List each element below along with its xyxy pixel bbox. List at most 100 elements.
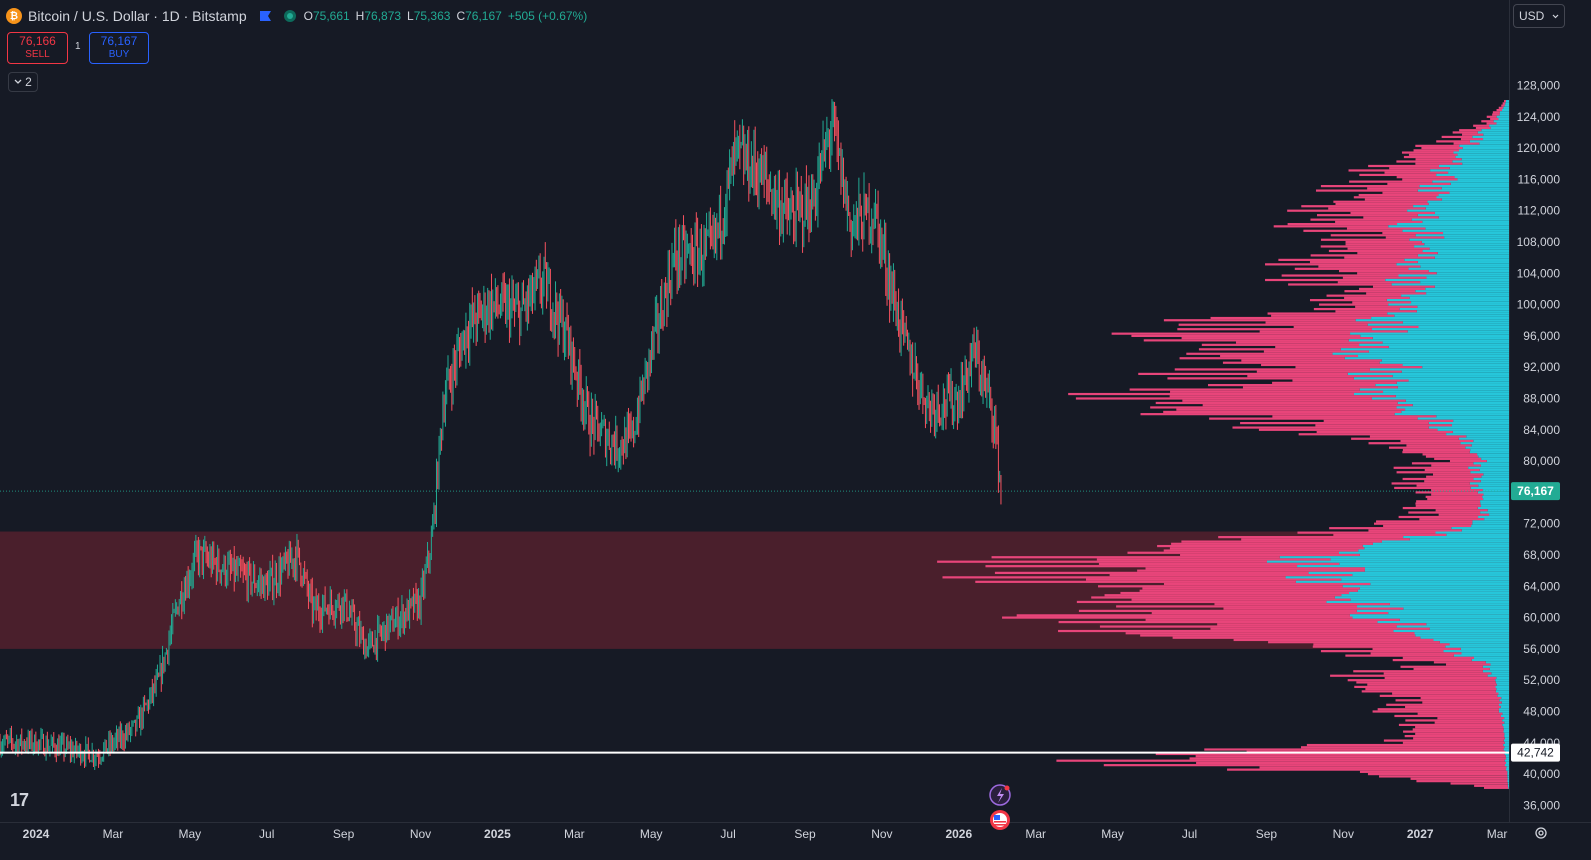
- vp-bar-up: [1428, 421, 1509, 425]
- vp-bar-down: [1403, 730, 1504, 733]
- vp-bar-up: [1503, 106, 1509, 109]
- vp-bar-down: [1367, 187, 1442, 190]
- vp-bar-down: [1145, 618, 1400, 621]
- vp-bar-down: [1373, 522, 1473, 525]
- vp-bar-down: [1367, 773, 1508, 776]
- vp-bar-down: [1419, 518, 1485, 521]
- vp-bar-up: [1502, 723, 1509, 727]
- vp-bar-up: [1422, 366, 1509, 369]
- vp-bar-down: [1433, 661, 1486, 664]
- order-quantity[interactable]: 1: [75, 41, 81, 52]
- vp-bar-up: [1507, 777, 1509, 780]
- gear-icon[interactable]: [1534, 826, 1548, 840]
- vp-bar-down: [1157, 544, 1363, 548]
- vp-bar-up: [1470, 486, 1509, 490]
- price-tick-label: 60,000: [1523, 611, 1560, 625]
- price-axis[interactable]: 128,000 124,000 120,000 116,000 112,000 108,0…: [1517, 79, 1561, 844]
- bitcoin-icon: ₿: [6, 8, 22, 24]
- vp-bar-up: [1364, 547, 1509, 550]
- vp-bar-down: [1218, 536, 1404, 539]
- symbol-title[interactable]: Bitcoin / U.S. Dollar · 1D · Bitstamp: [28, 8, 247, 24]
- vp-bar-up: [1496, 683, 1509, 686]
- vp-bar-down: [1315, 424, 1452, 427]
- vp-bar-up: [1441, 187, 1509, 190]
- vp-bar-up: [1424, 243, 1509, 246]
- vp-bar-up: [1504, 721, 1509, 724]
- time-tick-label: Nov: [1333, 827, 1354, 841]
- sell-button[interactable]: 76,166 SELL: [7, 32, 68, 64]
- vp-bar-up: [1496, 115, 1509, 118]
- vp-bar-up: [1477, 131, 1509, 134]
- vp-bar-down: [1384, 676, 1497, 680]
- us-flag-event-icon[interactable]: [990, 810, 1010, 830]
- vp-bar-up: [1469, 451, 1509, 454]
- flag-icon[interactable]: [259, 10, 272, 22]
- vp-bar-down: [1410, 777, 1508, 780]
- vp-bar-up: [1482, 665, 1509, 668]
- vp-bar-up: [1503, 730, 1509, 733]
- vp-bar-down: [1431, 493, 1484, 496]
- vp-bar-down: [1267, 312, 1388, 315]
- vp-bar-down: [1182, 399, 1406, 402]
- vp-bar-down: [1385, 236, 1445, 239]
- vp-bar-up: [1399, 618, 1509, 621]
- vp-bar-down: [1422, 453, 1478, 456]
- time-tick-label: Jul: [259, 827, 274, 841]
- vp-bar-down: [1320, 650, 1444, 653]
- vp-bar-up: [1493, 120, 1509, 123]
- vp-bar-up: [1330, 558, 1509, 561]
- vp-bar-up: [1355, 319, 1509, 322]
- vp-bar-up: [1437, 428, 1509, 431]
- vp-bar-down: [1241, 359, 1382, 362]
- vp-bar-down: [1396, 160, 1453, 163]
- price-tick-label: 104,000: [1517, 266, 1561, 280]
- vp-bar-up: [1420, 636, 1509, 639]
- vp-bar-up: [1445, 645, 1509, 648]
- vp-bar-up: [1461, 529, 1509, 532]
- vp-bar-down: [1319, 303, 1389, 306]
- price-tick-label: 100,000: [1517, 298, 1561, 312]
- candles: [0, 99, 1002, 770]
- tradingview-logo-icon[interactable]: 17: [10, 790, 29, 810]
- price-tick-label: 96,000: [1523, 329, 1560, 343]
- vp-bar-down: [1475, 126, 1491, 130]
- indicators-toggle-button[interactable]: 2: [8, 72, 38, 92]
- vp-bar-down: [1416, 780, 1508, 783]
- vp-bar-up: [1455, 155, 1509, 159]
- vp-bar-down: [1328, 207, 1426, 210]
- vp-bar-up: [1422, 220, 1509, 223]
- vp-bar-up: [1489, 513, 1509, 516]
- price-tick-label: 52,000: [1523, 673, 1560, 687]
- buy-label: BUY: [108, 49, 130, 60]
- vp-bar-down: [1186, 352, 1333, 355]
- vp-bar-up: [1383, 390, 1509, 393]
- vp-bar-down: [1076, 600, 1327, 604]
- vp-bar-down: [1346, 227, 1426, 230]
- vp-bar-down: [1412, 728, 1504, 731]
- currency-selector[interactable]: USD: [1513, 4, 1565, 28]
- vp-bar-down: [1278, 258, 1405, 261]
- vp-bar-up: [1446, 433, 1509, 436]
- vp-bar-up: [1357, 605, 1509, 608]
- price-tick-label: 92,000: [1523, 360, 1560, 374]
- time-axis[interactable]: 2024 Mar May Jul Sep Nov 2025 Mar May Jul Sep Nov 20…: [23, 827, 1508, 841]
- vp-bar-up: [1481, 475, 1509, 478]
- buy-button[interactable]: 76,167 BUY: [89, 32, 149, 64]
- vp-bar-down: [1210, 316, 1372, 320]
- vp-bar-down: [1209, 417, 1418, 420]
- vp-bar-down: [1195, 755, 1506, 758]
- vp-bar-down: [1372, 285, 1435, 288]
- last-price-label: 76,167: [1517, 484, 1554, 498]
- vp-bar-down: [1349, 180, 1433, 183]
- market-status-icon: [283, 10, 296, 22]
- vp-bar-up: [1460, 442, 1509, 445]
- vp-bar-up: [1358, 549, 1509, 552]
- vp-bar-down: [1356, 681, 1496, 684]
- vp-bar-down: [1344, 290, 1416, 293]
- event-lightning-icon[interactable]: [989, 784, 1011, 806]
- vp-bar-down: [1265, 321, 1403, 324]
- vp-bar-up: [1446, 533, 1509, 536]
- volume-profile: [937, 100, 1509, 789]
- vp-bar-up: [1371, 328, 1509, 331]
